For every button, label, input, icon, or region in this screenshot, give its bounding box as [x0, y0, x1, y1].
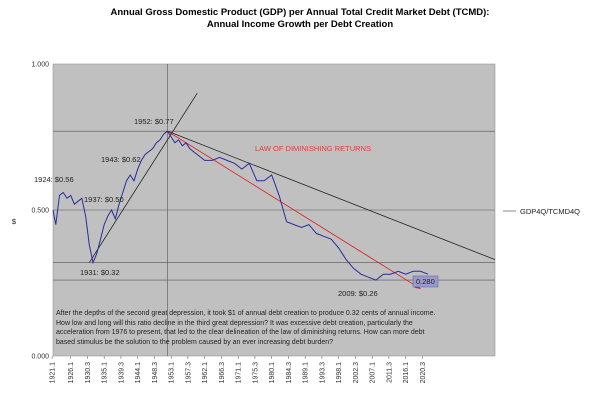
- trend-line: [167, 130, 496, 261]
- x-tick-label: 1935.1: [102, 362, 109, 384]
- annotation-1937: 1937: $0.50: [84, 195, 124, 204]
- x-tick-label: 1971.1: [236, 362, 243, 384]
- series-line-gdp-tcmd: [52, 130, 429, 281]
- x-tick-label: 1998.1: [336, 362, 343, 384]
- trend-lines: [88, 92, 496, 290]
- x-tick-label: 1966.3: [219, 362, 226, 384]
- last-value-label: 0.280: [416, 277, 435, 286]
- x-tick-label: 1953.1: [169, 362, 176, 384]
- chart-subtitle: Annual Income Growth per Debt Creation: [207, 19, 394, 30]
- x-tick-label: 1989.1: [303, 362, 310, 384]
- explanatory-note: After the depths of the second great dep…: [56, 309, 496, 347]
- x-tick-label: 2007.1: [370, 362, 377, 384]
- y-axis-ticks: 0.000 0.500 1.000: [31, 62, 49, 361]
- note-line: After the depths of the second great dep…: [56, 310, 436, 317]
- annotation-1931: 1931: $0.32: [80, 268, 120, 277]
- x-tick-label: 1948.3: [152, 362, 159, 384]
- annotation-1943: 1943: $0.62: [101, 155, 141, 164]
- note-line: How low and long will this ratio decline…: [56, 319, 413, 327]
- x-axis-ticks: 1921.1 1926.1 1930.3 1935.1 1939.3 1944.1 1948…: [50, 356, 427, 383]
- trend-line: [167, 130, 421, 290]
- x-tick-label: 1930.3: [85, 362, 92, 384]
- chart-title: Annual Gross Domestic Product (GDP) per …: [111, 7, 490, 18]
- law-of-diminishing-returns-label: LAW OF DIMINISHING RETURNS: [255, 144, 371, 153]
- x-tick-label: 1957.3: [185, 362, 192, 384]
- x-tick-label: 1939.3: [118, 362, 125, 384]
- x-tick-label: 1944.1: [135, 362, 142, 384]
- x-tick-label: 1975.3: [252, 362, 259, 384]
- x-tick-label: 1980.1: [269, 362, 276, 384]
- last-value-box: [412, 275, 439, 288]
- x-tick-label: 1993.3: [319, 362, 326, 384]
- annotation-2009: 2009: $0.26: [338, 289, 378, 298]
- y-tick-label: 1.000: [31, 62, 49, 69]
- y-axis-label: $: [12, 217, 17, 226]
- x-tick-label: 1962.1: [202, 362, 209, 384]
- x-tick-label: 1926.1: [68, 362, 75, 384]
- y-tick-label: 0.000: [31, 354, 49, 361]
- x-tick-label: 1921.1: [50, 362, 57, 384]
- x-tick-label: 2002.3: [353, 362, 360, 384]
- note-line: based stimulus be the solution to the pr…: [56, 338, 334, 346]
- legend-label: GDP4Q/TCMD4Q: [520, 207, 580, 216]
- x-tick-label: 2020.3: [420, 362, 427, 384]
- trend-line: [88, 92, 198, 263]
- annotation-1924: 1924: $0.56: [34, 175, 74, 184]
- x-tick-label: 1984.3: [286, 362, 293, 384]
- note-line: acceleration from 1976 to present, that …: [56, 329, 425, 337]
- y-tick-label: 0.500: [31, 208, 49, 215]
- x-tick-label: 2016.1: [403, 362, 410, 384]
- x-tick-label: 2011.3: [386, 362, 393, 383]
- annotation-1952: 1952: $0.77: [134, 117, 174, 126]
